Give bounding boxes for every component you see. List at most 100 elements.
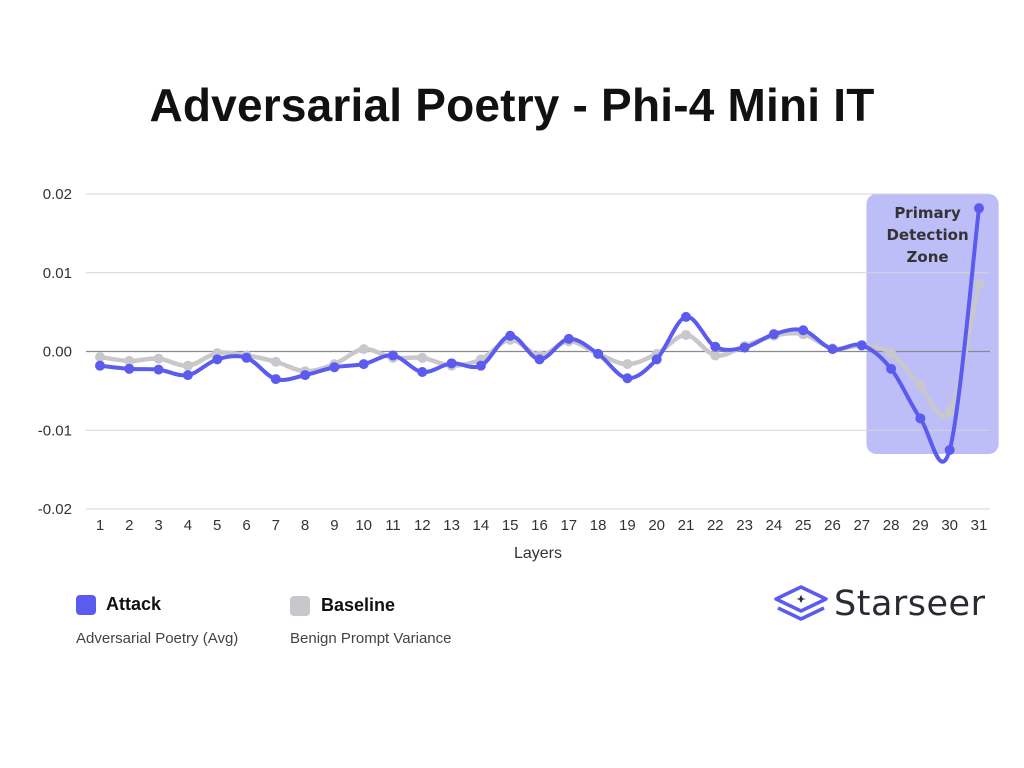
x-tick-label: 27: [853, 517, 870, 534]
x-tick-label: 2: [125, 517, 133, 534]
x-tick-label: 26: [824, 517, 841, 534]
y-tick-label: 0.01: [43, 265, 72, 282]
attack-point: [241, 352, 252, 363]
y-axis-ticks: 0.02 0.01 0.00 -0.01 -0.02: [38, 186, 72, 518]
x-tick-label: 12: [414, 517, 431, 534]
attack-point: [417, 366, 428, 377]
grid: [86, 193, 990, 510]
attack-point: [622, 373, 633, 384]
x-tick-label: 20: [648, 517, 665, 534]
baseline-line: [97, 281, 982, 419]
legend-attack-description: Adversarial Poetry (Avg): [76, 630, 239, 647]
legend-baseline-description: Benign Prompt Variance: [290, 630, 452, 647]
series: [95, 203, 984, 464]
attack-point: [886, 363, 897, 374]
x-tick-label: 28: [883, 517, 900, 534]
attack-point: [475, 360, 486, 371]
attack-point: [505, 330, 516, 341]
x-tick-label: 22: [707, 517, 724, 534]
brand-name: Starseer: [834, 584, 986, 624]
baseline-point: [153, 353, 164, 364]
attack-point: [856, 340, 867, 351]
baseline-point: [182, 360, 193, 371]
x-tick-label: 7: [272, 517, 280, 534]
x-tick-label: 29: [912, 517, 929, 534]
x-tick-label: 19: [619, 517, 636, 534]
baseline-point: [886, 348, 897, 359]
attack-point: [534, 354, 545, 365]
x-tick-label: 1: [96, 517, 104, 534]
baseline-point: [944, 406, 955, 417]
attack-point: [358, 359, 369, 370]
attack-point: [739, 342, 750, 353]
x-tick-label: 10: [355, 517, 372, 534]
x-tick-label: 24: [766, 517, 783, 534]
attack-point: [768, 329, 779, 340]
attack-point: [95, 360, 105, 371]
baseline-point: [95, 352, 105, 363]
chart-title: Adversarial Poetry - Phi-4 Mini IT: [149, 79, 875, 131]
x-tick-label: 11: [385, 517, 401, 534]
attack-point: [798, 325, 809, 336]
attack-point: [974, 203, 984, 214]
legend-attack-swatch: [76, 595, 96, 615]
baseline-point: [710, 350, 721, 361]
x-tick-label: 5: [213, 517, 221, 534]
attack-point: [124, 363, 135, 374]
detection-zone-rect: [866, 194, 999, 454]
attack-point: [329, 362, 340, 373]
detection-zone-label-line: Primary: [894, 204, 961, 222]
attack-point: [593, 348, 604, 359]
baseline-point: [270, 356, 281, 367]
x-tick-label: 17: [560, 517, 577, 534]
baseline-point: [974, 278, 984, 289]
x-tick-label: 14: [473, 517, 490, 534]
attack-point: [827, 344, 838, 355]
x-tick-label: 18: [590, 517, 607, 534]
attack-point: [153, 364, 164, 375]
detection-zone: [866, 194, 999, 454]
y-tick-label: 0.00: [43, 344, 72, 361]
x-tick-label: 3: [154, 517, 162, 534]
x-tick-label: 6: [242, 517, 250, 534]
attack-point: [212, 354, 223, 365]
attack-point: [915, 413, 926, 424]
x-tick-label: 13: [443, 517, 460, 534]
attack-point: [681, 311, 691, 322]
attack-point: [388, 350, 398, 361]
legend-attack-name: Attack: [106, 594, 162, 614]
x-tick-label: 16: [531, 517, 548, 534]
baseline-point: [622, 359, 633, 370]
x-tick-label: 15: [502, 517, 519, 534]
x-tick-label: 31: [971, 517, 988, 534]
baseline-point: [915, 381, 926, 392]
legend-baseline-name: Baseline: [321, 595, 396, 615]
attack-point: [182, 370, 193, 381]
x-tick-label: 30: [941, 517, 958, 534]
attack-line: [98, 206, 981, 464]
y-tick-label: -0.01: [38, 422, 72, 439]
x-tick-label: 23: [736, 517, 753, 534]
attack-point: [944, 444, 955, 455]
y-tick-label: -0.02: [38, 501, 72, 518]
y-tick-label: 0.02: [43, 186, 72, 203]
attack-point: [651, 354, 662, 365]
detection-zone-label-line: Detection: [886, 226, 968, 244]
baseline-point: [358, 344, 369, 355]
x-tick-label: 25: [795, 517, 812, 534]
attack-point: [563, 333, 574, 344]
legend-baseline-swatch: [290, 596, 310, 616]
x-axis-ticks: 1 2 3 4 5 6 7 8 9 10 11 12 13 14 15 16 17 18 19 20 21 22 23 24 2…: [96, 517, 988, 534]
layered-diamond-logo-icon: [774, 585, 828, 621]
attack-point: [270, 374, 281, 385]
x-tick-label: 4: [184, 517, 192, 534]
brand-logo: Starseer: [772, 584, 1002, 628]
baseline-point: [681, 329, 691, 340]
baseline-point: [124, 355, 135, 366]
x-tick-label: 8: [301, 517, 309, 534]
x-axis-label: Layers: [514, 545, 562, 562]
baseline-point: [417, 352, 428, 363]
attack-point: [446, 358, 457, 369]
detection-zone-label: Primary Detection Zone: [886, 204, 968, 266]
